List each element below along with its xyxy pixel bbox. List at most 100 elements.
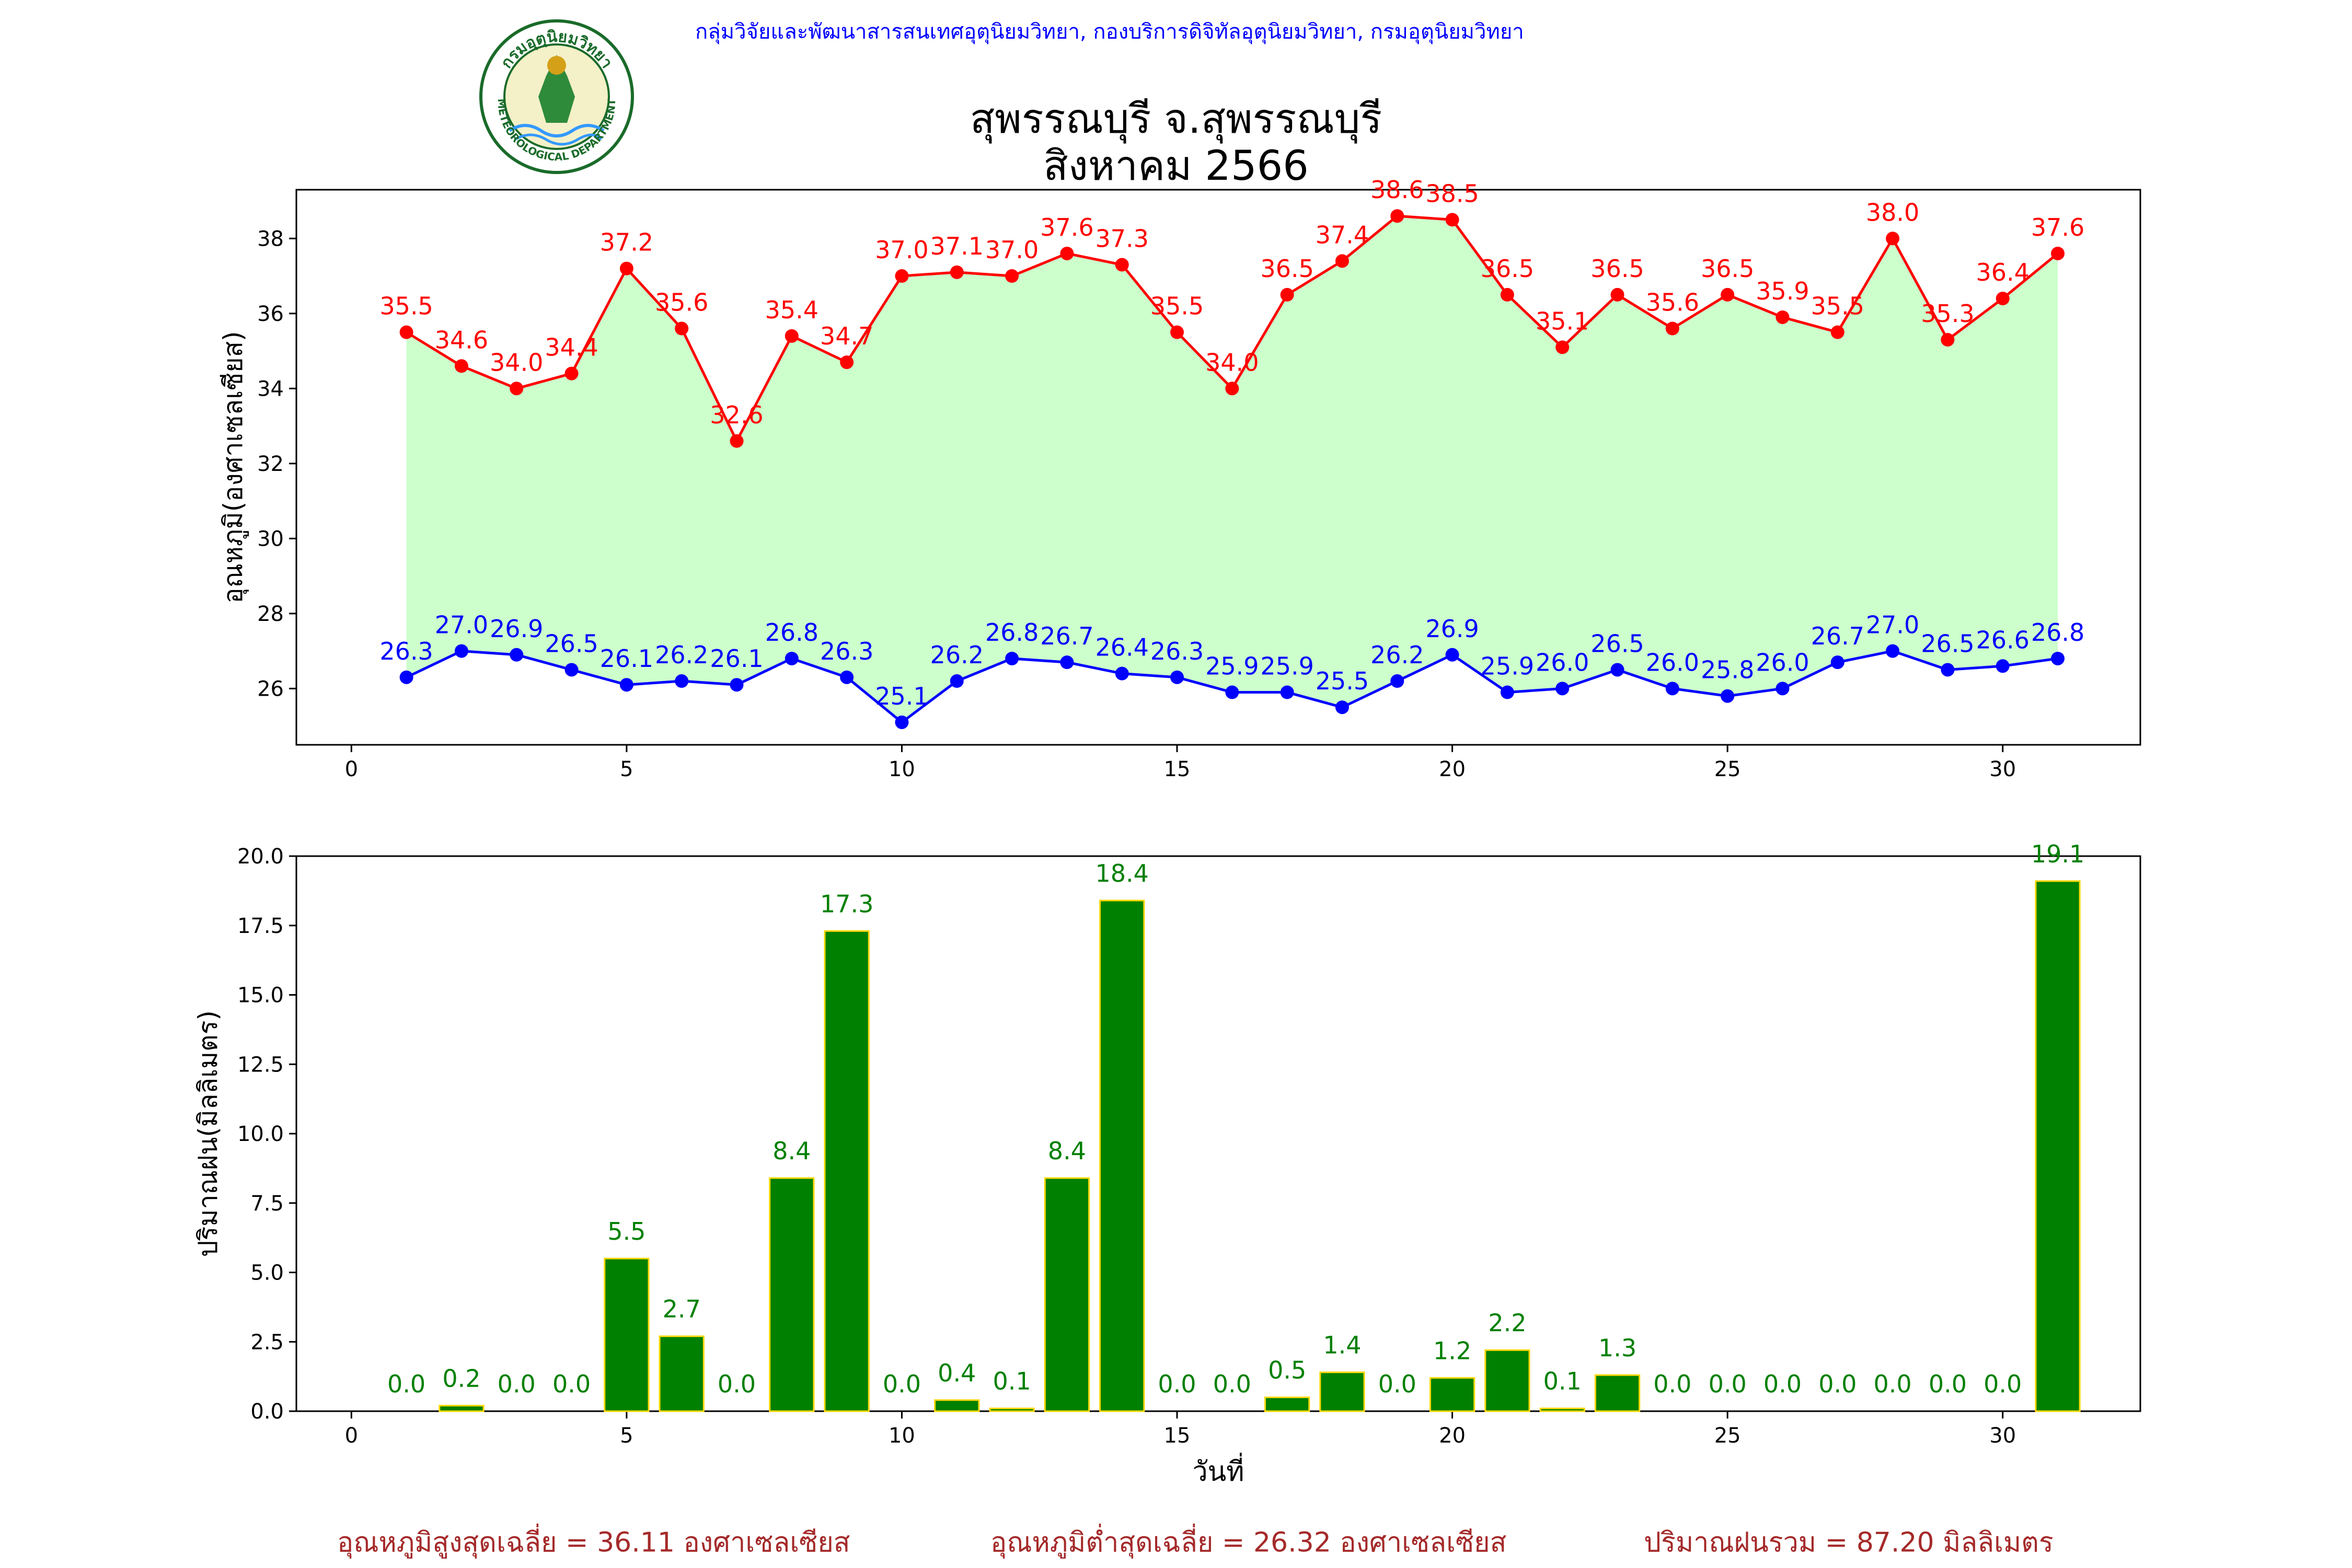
min-temp-label: 26.0: [1756, 648, 1809, 676]
max-temp-label: 37.0: [985, 236, 1039, 264]
rain-value-label: 0.1: [993, 1367, 1031, 1396]
chart-title-station: สุพรรณบุรี จ.สุพรรณบุรี: [970, 96, 1382, 143]
rain-bar: [1594, 1374, 1641, 1412]
min-temp-point: [510, 648, 524, 662]
max-temp-point: [1280, 287, 1294, 302]
min-temp-label: 26.6: [1976, 626, 2030, 654]
max-temp-point: [1941, 333, 1955, 347]
max-temp-point: [895, 269, 909, 283]
max-temp-label: 36.5: [1590, 255, 1644, 283]
min-temp-point: [1280, 685, 1294, 699]
rain-value-label: 0.0: [883, 1370, 921, 1398]
min-temp-label: 26.7: [1040, 622, 1093, 650]
y-tick-label: 12.5: [237, 1053, 284, 1077]
min-temp-label: 26.1: [600, 644, 653, 673]
x-tick-label: 15: [1164, 757, 1191, 781]
max-temp-point: [510, 382, 524, 396]
min-temp-point: [1555, 682, 1570, 696]
min-temp-label: 26.4: [1095, 633, 1148, 662]
total-rain-stat: ปริมาณฝนรวม = 87.20 มิลลิเมตร: [1644, 1527, 2054, 1559]
x-tick-label: 30: [1989, 757, 2016, 781]
y-tick-label: 26: [257, 677, 284, 701]
min-temp-label: 26.9: [1425, 615, 1479, 643]
rain-value-label: 0.0: [1763, 1370, 1802, 1398]
y-tick-label: 2.5: [250, 1330, 284, 1354]
rain-value-label: 8.4: [1048, 1137, 1086, 1165]
y-tick-label: 36: [257, 302, 284, 326]
min-temp-label: 25.5: [1316, 667, 1369, 695]
max-temp-label: 35.5: [1150, 292, 1204, 320]
min-temp-point: [950, 674, 964, 688]
y-tick-label: 30: [257, 527, 284, 551]
y-tick-label: 20.0: [237, 845, 284, 869]
max-temp-label: 37.6: [1040, 213, 1093, 241]
rain-bar: [1099, 900, 1145, 1412]
max-temp-point: [1005, 269, 1019, 283]
rain-value-label: 0.0: [1213, 1370, 1251, 1398]
rain-value-label: 8.4: [773, 1137, 811, 1165]
rain-bar: [769, 1177, 815, 1412]
min-temp-point: [2051, 651, 2065, 665]
rain-value-label: 0.0: [387, 1370, 425, 1398]
rain-bar: [1539, 1408, 1585, 1412]
max-temp-label: 37.0: [875, 236, 928, 264]
max-temp-label: 38.6: [1370, 176, 1424, 204]
rain-value-label: 18.4: [1095, 859, 1148, 887]
min-temp-label: 26.3: [1150, 637, 1204, 665]
max-temp-point: [730, 434, 744, 448]
max-temp-label: 35.6: [655, 289, 708, 317]
x-tick-label: 0: [345, 1424, 358, 1448]
rain-bar: [824, 930, 870, 1412]
rain-bar: [2035, 880, 2081, 1412]
max-temp-point: [399, 325, 413, 339]
max-temp-label: 36.5: [1260, 255, 1313, 283]
max-temp-label: 32.6: [710, 401, 763, 429]
max-temp-label: 38.5: [1425, 179, 1479, 207]
min-temp-point: [730, 678, 744, 692]
min-temp-label: 26.5: [545, 629, 598, 658]
rain-value-label: 0.0: [1378, 1370, 1416, 1398]
min-temp-point: [1335, 700, 1349, 714]
temperature-chart: 0 5 10 15 20 25 302628303234363835.534.634.034…: [218, 176, 2141, 781]
max-temp-label: 35.3: [1921, 299, 1974, 328]
rain-value-label: 2.7: [663, 1295, 701, 1323]
min-temp-point: [1941, 663, 1955, 677]
max-temp-label: 34.4: [545, 333, 598, 362]
rain-value-label: 0.4: [938, 1359, 976, 1387]
rain-bar: [659, 1335, 705, 1412]
max-temp-label: 37.1: [930, 232, 984, 260]
max-temp-label: 34.7: [820, 322, 873, 350]
rain-value-label: 0.0: [1929, 1370, 1967, 1398]
max-temp-point: [454, 359, 468, 373]
min-temp-label: 26.8: [2031, 618, 2084, 647]
rain-value-label: 1.4: [1323, 1331, 1361, 1359]
max-temp-point: [1335, 254, 1349, 268]
min-temp-point: [1060, 655, 1074, 670]
min-temp-point: [1996, 659, 2010, 673]
min-temp-point: [1775, 682, 1790, 696]
x-tick-label: 20: [1439, 757, 1466, 781]
min-temp-point: [840, 670, 854, 684]
temperature-range-fill: [406, 216, 2058, 722]
min-temp-point: [1665, 682, 1679, 696]
max-temp-label: 35.9: [1756, 277, 1809, 305]
min-temp-point: [1830, 655, 1844, 670]
max-temp-point: [1115, 258, 1129, 272]
rain-value-label: 0.0: [1984, 1370, 2022, 1398]
rain-value-label: 19.1: [2031, 840, 2084, 868]
max-temp-point: [564, 366, 579, 381]
y-tick-label: 34: [257, 377, 284, 401]
y-tick-label: 32: [257, 452, 284, 476]
rain-value-label: 5.5: [607, 1217, 645, 1246]
max-temp-label: 37.4: [1316, 221, 1369, 249]
y-tick-label: 5.0: [250, 1261, 284, 1285]
x-tick-label: 10: [889, 1424, 915, 1448]
rain-bar: [439, 1404, 485, 1412]
max-temp-point: [1170, 325, 1184, 339]
organization-line: กลุ่มวิจัยและพัฒนาสารสนเทศอุตุนิยมวิทยา,…: [695, 20, 1524, 44]
rain-bar: [604, 1258, 650, 1412]
max-temp-point: [1555, 340, 1570, 354]
max-temp-label: 36.5: [1701, 255, 1754, 283]
min-temp-label: 26.3: [379, 637, 433, 665]
